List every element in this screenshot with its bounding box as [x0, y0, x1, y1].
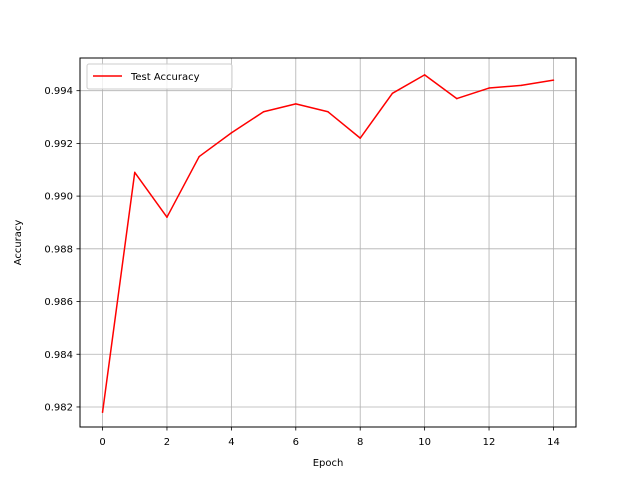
y-tick-label: 0.990 [44, 192, 73, 203]
x-axis-title: Epoch [313, 458, 344, 469]
data-point [198, 155, 200, 158]
y-tick-label: 0.984 [44, 350, 73, 361]
x-tick-label: 14 [547, 437, 560, 448]
series-line-test-accuracy [101, 74, 554, 413]
data-point [295, 103, 297, 105]
y-tick-label: 0.994 [44, 86, 73, 97]
data-point [101, 411, 104, 413]
y-tick-label: 0.986 [44, 297, 73, 308]
legend-box [86, 63, 233, 90]
y-axis-title: Accuracy [13, 220, 24, 266]
x-tick-label: 8 [357, 437, 363, 448]
plot-frame [79, 57, 577, 428]
legend-label-test-accuracy: Test Accuracy [130, 72, 200, 83]
data-point [134, 171, 136, 174]
y-tick-label: 0.988 [44, 244, 73, 255]
data-point [262, 111, 265, 113]
data-point [391, 92, 394, 95]
series [101, 74, 555, 413]
data-point [327, 111, 329, 113]
x-tick-label: 4 [228, 437, 234, 448]
y-tick-label: 0.982 [44, 402, 73, 413]
x-tick-label: 10 [418, 437, 431, 448]
data-point [520, 84, 522, 87]
legend: Test Accuracy [86, 63, 233, 90]
grid [80, 58, 576, 427]
x-tick-label: 6 [293, 437, 299, 448]
data-point [552, 79, 555, 81]
x-tick-label: 0 [99, 437, 105, 448]
axes [79, 57, 577, 428]
data-point [456, 97, 458, 100]
ticks: 0 2 4 6 8 10 12 14 0.982 0.984 0.986 0.988 0.990 0.99… [44, 86, 559, 448]
y-tick-label: 0.992 [44, 139, 73, 150]
data-point [230, 132, 233, 134]
x-tick-label: 2 [164, 437, 170, 448]
data-point [166, 216, 168, 218]
data-point [359, 137, 361, 139]
x-tick-label: 12 [483, 437, 496, 448]
data-point [423, 74, 426, 76]
data-point [488, 87, 490, 89]
